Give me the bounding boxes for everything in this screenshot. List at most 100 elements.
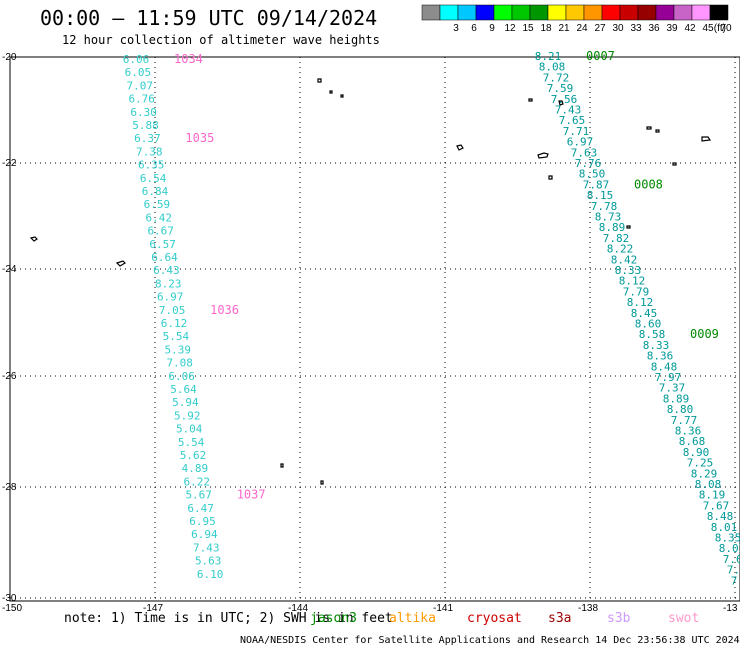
wave-height-value: 8.36 [675, 425, 702, 438]
wave-height-value: 5.92 [174, 409, 201, 422]
wave-height-value: 8.50 [579, 168, 606, 181]
satellite-tracks: 6.066.057.076.766.305.886.377.386.356.54… [123, 49, 740, 587]
lon-label: -144 [288, 603, 308, 614]
mission-altika: altika [389, 611, 436, 626]
axis-labels: -20 -22 -24 -26 -28 -30-150 -147 -144 -141 -138 -1… [2, 52, 738, 614]
legend-label: 24 [576, 23, 588, 34]
wave-height-value: 8.33 [643, 339, 670, 352]
wave-height-value: 8.89 [663, 392, 690, 405]
island [29, 236, 38, 242]
wave-height-value: 6.94 [191, 528, 218, 541]
wave-height-value: 7.25 [687, 457, 714, 470]
footer-credit: NOAA/NESDIS Center for Satellite Applica… [240, 635, 740, 646]
legend-label: 18 [540, 23, 552, 34]
wave-height-value: 8.01 [711, 521, 738, 534]
time-marker: 1034 [174, 52, 203, 66]
mission-s3b: s3b [607, 611, 631, 626]
wave-height-value: 5.63 [195, 555, 222, 568]
legend-label: 42 [684, 23, 696, 34]
legend-swatch [565, 4, 585, 21]
wave-height-value: 6.35 [138, 159, 165, 172]
wave-height-value: 6.54 [140, 172, 167, 185]
mission-jason3: jason3 [310, 611, 357, 626]
wave-height-value: 6.05 [125, 66, 152, 79]
wave-height-value: 6.06 [168, 370, 195, 383]
legend-label: 21 [558, 23, 570, 34]
notes: note: 1) Time is in UTC; 2) SWH is in fe… [64, 611, 393, 626]
mission-s3a: s3a [548, 611, 572, 626]
wave-height-value: 6.59 [144, 198, 171, 211]
wave-height-value: 5.62 [180, 449, 207, 462]
wave-height-value: 8.33 [615, 264, 642, 277]
wave-height-value: 8.29 [691, 467, 718, 480]
lon-label: -147 [143, 603, 163, 614]
time-marker: 1035 [185, 131, 214, 145]
graticule [9, 56, 740, 601]
wave-height-value: 6.64 [151, 251, 178, 264]
wave-height-value: 6.43 [153, 264, 180, 277]
lat-label: -26 [2, 371, 17, 382]
wave-height-value: 8.12 [619, 275, 646, 288]
wave-height-value: 6.22 [184, 475, 211, 488]
wave-height-value: 7.05 [159, 304, 186, 317]
wave-height-value: 8.80 [667, 403, 694, 416]
island [528, 98, 533, 102]
wave-height-value: 5.88 [132, 119, 159, 132]
wave-height-value: 8.42 [611, 253, 638, 266]
wave-height-value: 8.48 [651, 360, 678, 373]
mission-cryosat: cryosat [467, 611, 522, 626]
wave-height-value: 6.47 [187, 502, 214, 515]
mission-swot: swot [668, 611, 700, 626]
wave-height-value: 7.77 [671, 414, 698, 427]
wave-height-value: 5.54 [178, 436, 205, 449]
lat-label: -28 [2, 482, 17, 493]
legend-label: 39 [666, 23, 678, 34]
time-marker: 1036 [210, 303, 239, 317]
island [646, 126, 652, 130]
wave-height-value: 7.67 [703, 499, 730, 512]
island [456, 144, 464, 151]
legend-label: 30 [612, 23, 624, 34]
map-title: 00:00 – 11:59 UTC 09/14/2024 [40, 6, 378, 30]
map-border [9, 56, 740, 602]
wave-height-value: 6.97 [157, 291, 184, 304]
wave-height-value: 7.08 [166, 357, 193, 370]
wave-height-value: 5.67 [185, 489, 212, 502]
wave-height-value: 7.72 [543, 71, 570, 84]
lon-label: -150 [2, 603, 22, 614]
wave-height-value: 5.39 [165, 343, 192, 356]
wave-height-value: 7.59 [547, 82, 574, 95]
wave-height-value: 8.36 [647, 350, 674, 363]
wave-height-value: 5.54 [163, 330, 190, 343]
legend-label: 27 [594, 23, 606, 34]
legend-swatch [439, 4, 459, 21]
legend-label: 12 [504, 23, 516, 34]
legend-swatch [709, 4, 729, 21]
legend-swatch [655, 4, 675, 21]
legend-label: 70 [720, 23, 732, 34]
island [701, 136, 712, 142]
legend-label: 9 [489, 23, 495, 34]
lon-label: -13 [723, 603, 738, 614]
map-frame [9, 56, 740, 602]
lat-label: -22 [2, 158, 17, 169]
wave-height-value: 8.45 [631, 307, 658, 320]
island [558, 100, 564, 106]
lat-label: -24 [2, 264, 17, 275]
legend-bar: 3 6 9 12 15 18 21 24 27 30 33 36 39 42 45 70(ft) [421, 4, 732, 34]
island [340, 94, 344, 98]
wave-height-value: 7.73 [727, 564, 740, 577]
wave-height-value: 7.56 [551, 93, 578, 106]
legend-swatch [673, 4, 693, 21]
island [320, 480, 324, 485]
wave-height-value: 6.30 [130, 106, 157, 119]
wave-height-value: 6.42 [146, 211, 173, 224]
island [655, 129, 660, 133]
wave-height-value: 8.60 [635, 318, 662, 331]
wave-height-value: 6.95 [189, 515, 216, 528]
legend-swatch [547, 4, 567, 21]
wave-height-value: 7.38 [136, 145, 163, 158]
wave-height-value: 6.37 [134, 132, 161, 145]
time-marker: 1037 [237, 488, 266, 502]
